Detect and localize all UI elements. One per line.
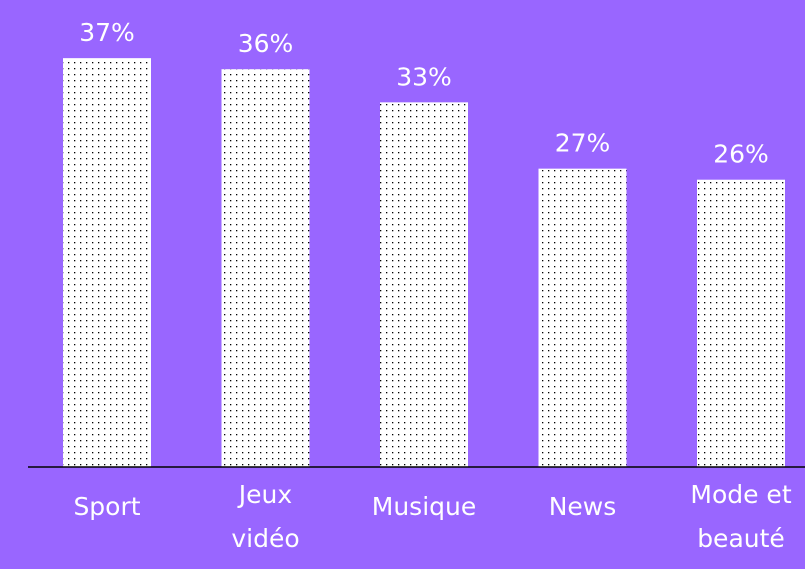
value-label: 27%	[555, 129, 611, 158]
bar	[63, 58, 151, 468]
x-tick-label: News	[549, 492, 617, 521]
bar	[697, 179, 785, 467]
x-tick-label: Sport	[73, 492, 140, 521]
x-tick-label: Jeux vidéo	[231, 480, 299, 553]
value-label: 37%	[79, 18, 135, 47]
bar	[538, 168, 627, 467]
value-label: 26%	[713, 140, 769, 169]
bar	[221, 69, 310, 467]
value-label: 33%	[396, 62, 452, 91]
x-tick-label: Mode et beauté	[690, 480, 791, 553]
value-label: 36%	[238, 29, 294, 58]
x-tick-label: Musique	[372, 492, 476, 521]
bar	[380, 102, 468, 467]
